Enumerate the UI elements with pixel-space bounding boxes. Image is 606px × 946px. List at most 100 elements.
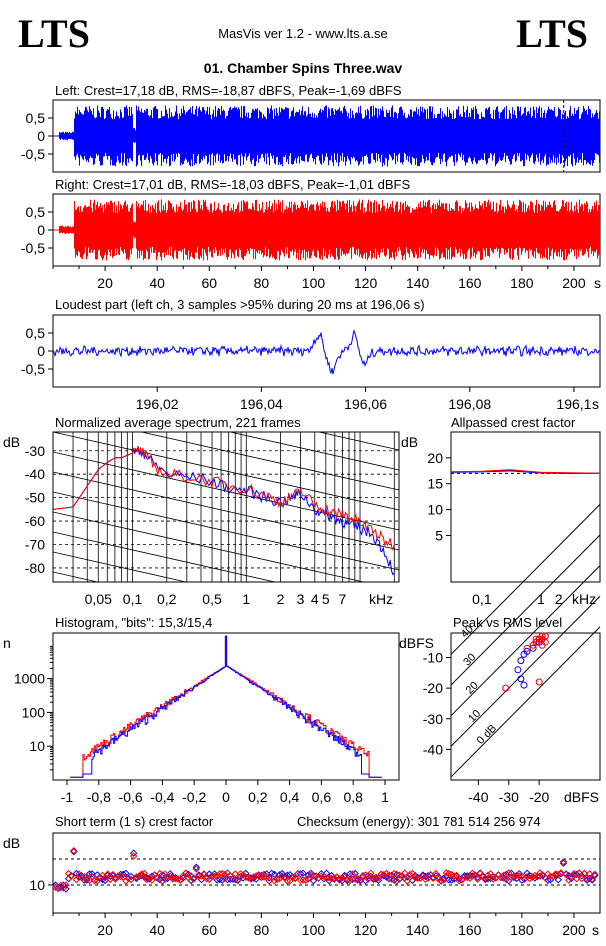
x-tick-label: 140 <box>406 922 430 938</box>
y-tick-label: 0 <box>37 343 45 359</box>
loudest-part-title: Loudest part (left ch, 3 samples >95% du… <box>55 297 425 312</box>
spectrum-ylabel: dB <box>3 434 20 450</box>
peak-rms-left-point <box>514 666 522 674</box>
y-tick-label: 100 <box>22 704 46 720</box>
short-crest-right-point <box>416 874 425 882</box>
short-crest-left-point <box>484 874 492 883</box>
x-tick-label: 0,1 <box>472 591 492 607</box>
short-crest-left-point <box>299 869 307 877</box>
x-tick-label: 0 <box>222 789 230 805</box>
y-tick-label: 0,5 <box>26 325 46 341</box>
short-crest-right-point <box>169 875 177 883</box>
checksum-text: Checksum (energy): 301 781 514 256 974 <box>297 814 541 829</box>
short-crest-right-point <box>400 869 409 877</box>
x-tick-label: 160 <box>458 275 482 291</box>
x-tick-label: -0,8 <box>87 789 111 805</box>
x-tick-label: 2 <box>555 591 563 607</box>
y-tick-label: -50 <box>25 490 45 506</box>
short-crest-left-point <box>518 876 526 884</box>
histogram-right-series <box>70 635 382 778</box>
short-crest-right-point <box>234 875 242 884</box>
short-crest-right-point <box>356 877 365 885</box>
loudest-part-signal <box>52 329 601 375</box>
short-crest-left-point <box>129 849 138 857</box>
y-tick-label: 0,5 <box>26 204 46 220</box>
short-crest-right-point <box>171 874 180 883</box>
short-crest-right-point <box>338 874 346 882</box>
x-unit-label: kHz <box>572 591 596 607</box>
peak-rms-left-point <box>523 647 531 655</box>
file-title: 01. Chamber Spins Three.wav <box>203 60 403 76</box>
x-tick-label: 3 <box>297 591 305 607</box>
peak-rms-right-point <box>538 632 546 640</box>
short-crest-right-point <box>106 875 115 884</box>
short-crest-right-point <box>228 874 237 883</box>
short-crest-right-point <box>127 875 135 884</box>
short-crest-right-point <box>307 871 315 880</box>
x-tick-label: 100 <box>302 275 326 291</box>
x-unit-label: s <box>592 396 599 412</box>
diagonal-label: 30 <box>461 651 478 668</box>
short-crest-right-point <box>137 870 146 878</box>
slope-gridline <box>139 432 399 491</box>
short-crest-right-point <box>90 876 99 885</box>
short-crest-right-point <box>351 875 359 883</box>
short-crest-right-point <box>559 858 568 866</box>
x-tick-label: 196,08 <box>448 396 491 412</box>
x-tick-label: 2 <box>277 591 285 607</box>
short-crest-right-point <box>192 865 201 873</box>
short-crest-right-point <box>200 870 208 879</box>
short-crest-right-point <box>270 877 279 885</box>
y-tick-label: -0,5 <box>21 240 45 256</box>
short-crest-right-point <box>432 869 440 878</box>
short-crest-left-point <box>106 872 115 881</box>
short-crest-right-point <box>221 874 229 883</box>
short-crest-left-point <box>588 876 596 884</box>
short-crest-right-point <box>486 870 495 878</box>
x-tick-label: 1 <box>537 591 545 607</box>
x-unit-label: s <box>594 275 601 291</box>
short-crest-right-point <box>403 877 411 885</box>
y-tick-label: -10 <box>423 650 443 666</box>
short-crest-right-point <box>184 874 193 882</box>
x-unit-label: s <box>592 922 599 938</box>
slope-gridline <box>53 632 399 710</box>
short-crest-right-point <box>283 877 292 885</box>
x-tick-label: 40 <box>149 275 165 291</box>
crest-diagonal <box>450 595 601 747</box>
short-crest-right-point <box>429 874 438 883</box>
short-crest-right-point <box>583 874 591 883</box>
slope-gridline <box>53 672 399 750</box>
short-crest-right-point <box>156 869 164 878</box>
crest-diagonal <box>450 534 601 686</box>
short-crest-right-point <box>489 875 497 883</box>
short-crest-right-point <box>450 872 458 880</box>
x-tick-label: 120 <box>354 275 378 291</box>
slope-gridline <box>228 432 399 471</box>
short-crest-right-point <box>588 875 596 883</box>
y-tick-label: -60 <box>25 513 45 529</box>
short-crest-right-point <box>88 872 96 881</box>
x-tick-label: 0,2 <box>248 789 268 805</box>
short-crest-right-point <box>143 875 151 884</box>
x-tick-label: 0,8 <box>343 789 363 805</box>
short-crest-right-point <box>437 876 445 885</box>
x-tick-label: 20 <box>97 275 113 291</box>
peak-rms-right-point <box>535 678 543 686</box>
diagonal-label: 10 <box>466 708 483 725</box>
short-crest-left-point <box>361 876 370 885</box>
short-crest-right-point <box>510 872 518 880</box>
short-crest-right-point <box>421 875 430 884</box>
short-crest-right-point <box>549 872 557 881</box>
x-tick-label: 4 <box>311 591 319 607</box>
x-tick-label: 1 <box>381 789 389 805</box>
short-crest-ylabel: dB <box>3 835 20 851</box>
short-crest-right-point <box>387 875 396 883</box>
lts-logo-right: LTS <box>516 11 588 56</box>
short-crest-right-point <box>507 873 516 882</box>
x-tick-label: 80 <box>254 922 270 938</box>
x-tick-label: 160 <box>458 922 482 938</box>
x-tick-label: -1 <box>61 789 74 805</box>
short-crest-right-point <box>148 876 156 884</box>
short-crest-right-point <box>182 869 190 877</box>
